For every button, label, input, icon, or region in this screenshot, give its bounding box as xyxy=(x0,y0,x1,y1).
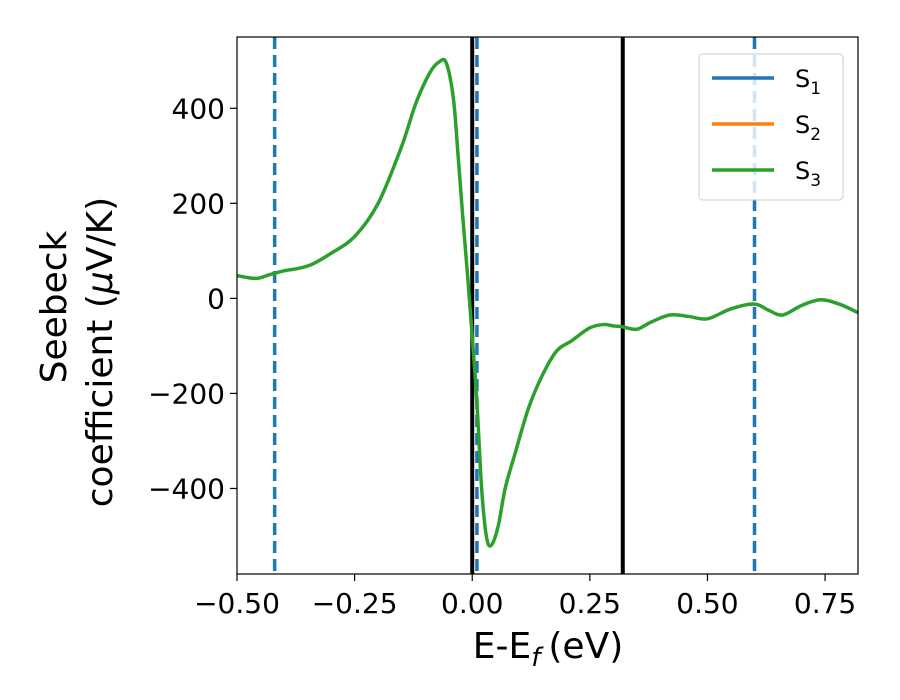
legend-label-S1: S1 xyxy=(795,65,821,99)
y-tick-label: 0 xyxy=(207,282,225,315)
x-axis-title: E-Ef (eV) xyxy=(473,626,624,673)
legend-label-S2: S2 xyxy=(795,111,821,145)
x-tick-label: 0.25 xyxy=(559,587,621,620)
x-tick-label: 0.00 xyxy=(441,587,503,620)
y-axis-ticks: 400 200 0 −200 −400 xyxy=(148,92,237,505)
plot-frame xyxy=(236,36,859,575)
x-tick-label: 0.75 xyxy=(794,587,856,620)
legend-label-S3: S3 xyxy=(795,157,821,191)
x-tick-label: −0.50 xyxy=(194,587,280,620)
solid-vertical-lines xyxy=(470,37,625,574)
x-tick-label: 0.50 xyxy=(676,587,738,620)
dashed-vertical-lines xyxy=(272,37,757,574)
y-tick-label: 200 xyxy=(172,187,225,220)
x-axis-ticks: −0.50 −0.25 0.00 0.25 0.50 0.75 xyxy=(194,574,856,620)
x-tick-label: −0.25 xyxy=(312,587,398,620)
series-lines xyxy=(236,57,859,548)
y-tick-label: −200 xyxy=(148,377,225,410)
y-axis-title-line1: Seebeck xyxy=(34,230,75,383)
series-line-S3 xyxy=(236,57,859,548)
y-tick-label: −400 xyxy=(148,472,225,505)
y-tick-label: 400 xyxy=(172,92,225,125)
legend: S1 S2 S3 xyxy=(698,53,844,201)
legend-box xyxy=(698,53,844,201)
y-axis-title-line2: coefficient (μV/K) xyxy=(80,197,121,507)
